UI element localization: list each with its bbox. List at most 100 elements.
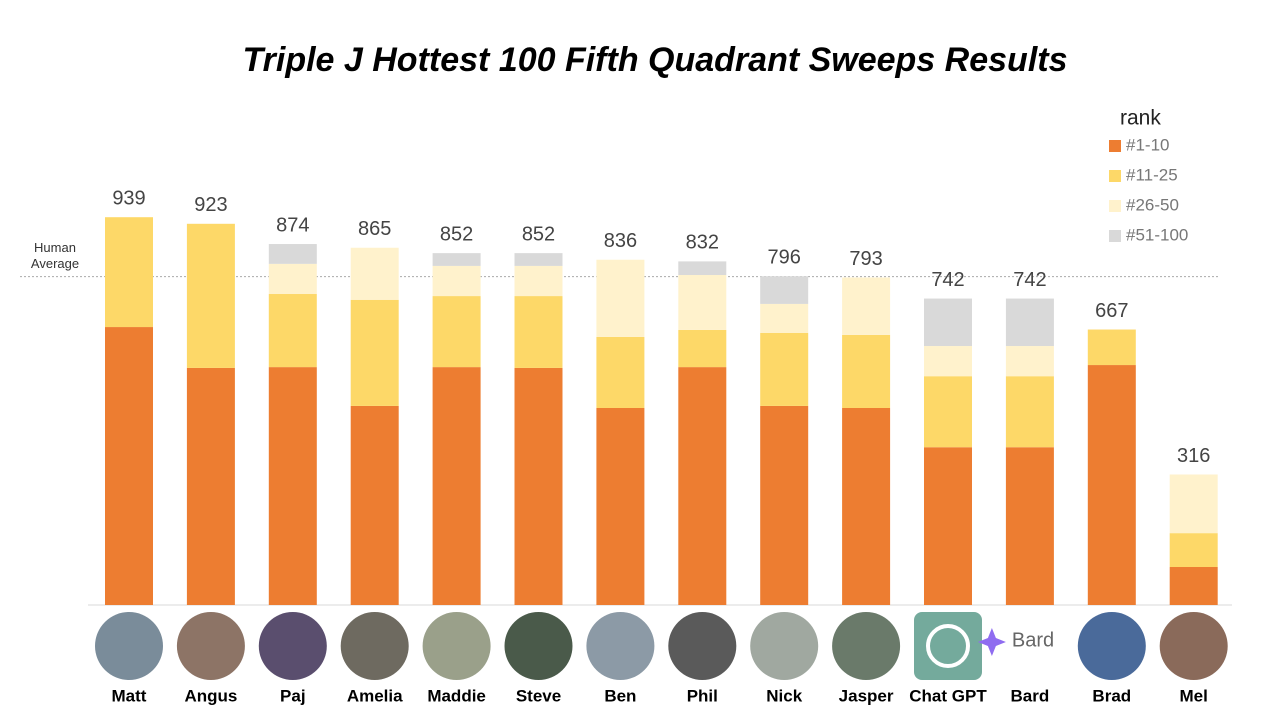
bar-segment xyxy=(514,296,563,368)
bar-segment xyxy=(760,276,809,304)
bar-segment xyxy=(924,346,972,377)
legend-swatch xyxy=(1109,200,1121,212)
total-label: 667 xyxy=(1095,300,1128,322)
bar-segment xyxy=(842,277,891,335)
bar-segment xyxy=(1087,329,1136,366)
bar-segment xyxy=(350,405,399,605)
total-label: 939 xyxy=(112,187,145,209)
total-label: 874 xyxy=(276,214,309,236)
x-tick-label: Jasper xyxy=(839,686,894,705)
bar-segment xyxy=(842,334,891,408)
bar-segment xyxy=(186,367,235,605)
bar-segment xyxy=(1169,533,1218,568)
total-label: 742 xyxy=(1013,269,1046,291)
avatar xyxy=(422,612,491,680)
bar-segment xyxy=(432,265,481,297)
bar-segment xyxy=(1005,298,1054,347)
chart-title: Triple J Hottest 100 Fifth Quadrant Swee… xyxy=(242,41,1067,79)
legend-label: #11-25 xyxy=(1126,165,1178,184)
bar-segment xyxy=(760,303,809,333)
avatar xyxy=(176,612,245,680)
x-tick-label: Paj xyxy=(280,686,306,705)
bar-segment xyxy=(760,332,809,406)
bar-segment xyxy=(432,253,481,266)
total-label: 832 xyxy=(686,232,719,254)
total-label: 852 xyxy=(440,223,473,245)
x-tick-label: Phil xyxy=(687,686,718,705)
x-tick-label: Chat GPT xyxy=(909,686,987,705)
avatar xyxy=(258,612,327,680)
avatar xyxy=(832,612,901,680)
bar-segment xyxy=(268,367,317,605)
bar-segment xyxy=(514,253,563,266)
total-label: 742 xyxy=(931,269,964,291)
legend-title: rank xyxy=(1120,107,1161,130)
bar-segment xyxy=(1005,346,1054,377)
bar-segment xyxy=(1005,447,1054,605)
bar-segment xyxy=(842,407,891,605)
x-tick-label: Bard xyxy=(1011,686,1050,705)
bar-segment xyxy=(268,294,317,368)
legend-label: #1-10 xyxy=(1126,135,1169,154)
bar-segment xyxy=(678,367,727,605)
total-label: 793 xyxy=(849,248,882,270)
total-label: 852 xyxy=(522,223,555,245)
legend-label: #26-50 xyxy=(1126,195,1179,214)
bar-segment xyxy=(760,405,809,605)
avatar xyxy=(1159,612,1228,680)
bar-segment xyxy=(596,259,645,337)
avatar xyxy=(95,612,163,680)
bar-segment xyxy=(186,223,235,368)
x-tick-label: Ben xyxy=(604,686,636,705)
bar-segment xyxy=(350,247,399,300)
x-tick-label: Amelia xyxy=(347,686,403,705)
bar-segment xyxy=(105,217,153,328)
bard-star xyxy=(977,628,1006,656)
x-tick-label: Angus xyxy=(184,686,237,705)
avatar xyxy=(504,612,573,680)
bar-segment xyxy=(1169,567,1218,605)
bar-segment xyxy=(268,244,317,264)
x-tick-label: Brad xyxy=(1092,686,1131,705)
legend-label: #51-100 xyxy=(1126,225,1188,244)
x-tick-label: Steve xyxy=(516,686,561,705)
bar-segment xyxy=(596,336,645,408)
x-tick-label: Mel xyxy=(1180,686,1208,705)
bar-segment xyxy=(924,376,972,448)
x-tick-label: Nick xyxy=(766,686,802,705)
bar-segment xyxy=(514,265,563,297)
avatar xyxy=(750,612,819,680)
bar-segment xyxy=(1005,376,1054,448)
legend-swatch xyxy=(1109,140,1121,152)
bar-segment xyxy=(105,327,153,605)
annotation: Human Average xyxy=(30,240,80,271)
total-label: 923 xyxy=(194,194,227,216)
logo xyxy=(914,612,982,680)
bar-segment xyxy=(924,447,972,605)
legend-swatch xyxy=(1109,230,1121,242)
bar-segment xyxy=(268,263,317,295)
bar-segment xyxy=(678,261,727,276)
avatar xyxy=(1077,612,1146,680)
bar-segment xyxy=(678,329,727,368)
bar-segment xyxy=(596,407,645,605)
bar-segment xyxy=(678,275,727,330)
avatar xyxy=(586,612,655,680)
avatar xyxy=(340,612,409,680)
logo-mark xyxy=(926,624,970,668)
x-tick-label: Maddie xyxy=(427,686,486,705)
total-label: 316 xyxy=(1177,445,1210,467)
bar-segment xyxy=(432,296,481,368)
avatar xyxy=(668,612,737,680)
bar-segment xyxy=(514,367,563,605)
total-label: 836 xyxy=(604,230,637,252)
legend-swatch xyxy=(1109,170,1121,182)
total-label: 796 xyxy=(768,247,801,269)
x-tick-label: Matt xyxy=(112,686,147,705)
bar-segment xyxy=(924,298,972,347)
bar-segment xyxy=(1169,474,1218,534)
bar-segment xyxy=(432,367,481,605)
logo-text: Bard xyxy=(1012,629,1054,651)
